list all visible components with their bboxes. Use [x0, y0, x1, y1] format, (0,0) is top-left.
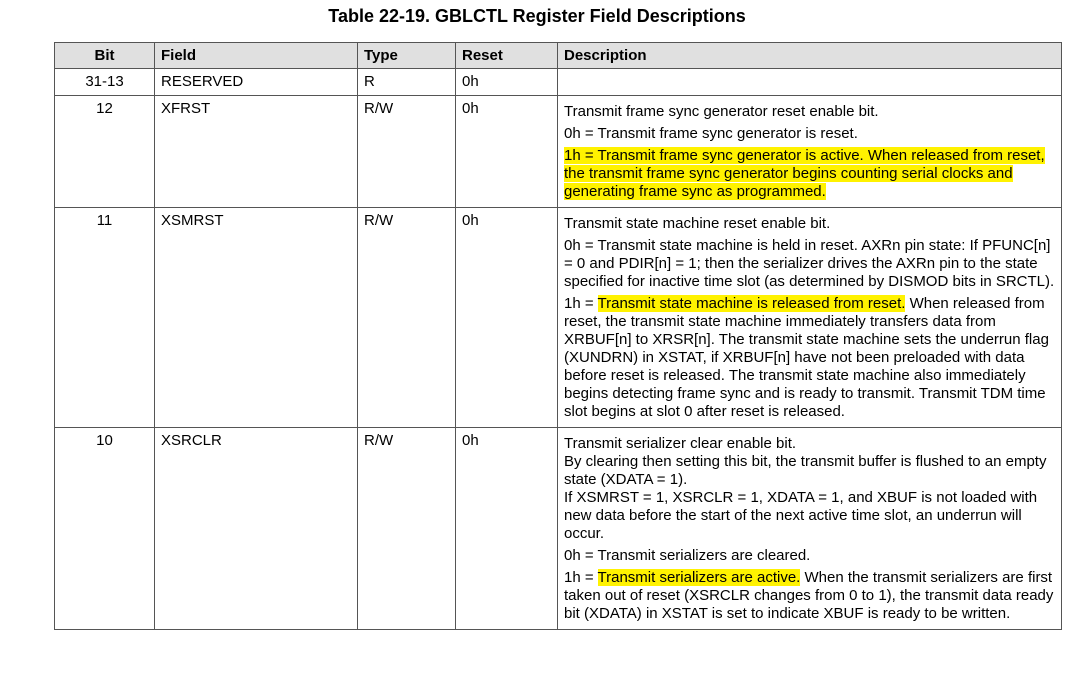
- description-paragraph: 0h = Transmit frame sync generator is re…: [564, 125, 1055, 143]
- description-cell: Transmit serializer clear enable bit. By …: [557, 427, 1062, 630]
- field-cell: RESERVED: [154, 68, 358, 96]
- highlighted-text: 1h = Transmit frame sync generator is ac…: [564, 147, 1045, 200]
- description-line: 0h = Transmit serializers are cleared.: [564, 547, 1055, 565]
- description-cell: Transmit state machine reset enable bit.…: [557, 207, 1062, 428]
- table-row: 11 XSMRST R/W 0h Transmit state machine rese…: [54, 207, 1062, 428]
- description-paragraph: 1h = Transmit serializers are active. Wh…: [564, 569, 1055, 623]
- highlighted-text: Transmit state machine is released from …: [597, 295, 906, 312]
- description-line: Transmit serializer clear enable bit.: [564, 435, 1055, 453]
- header-cell: Reset: [455, 42, 558, 69]
- text-segment: If XSMRST = 1, XSRCLR = 1, XDATA = 1, an…: [564, 489, 1038, 542]
- text-segment: Transmit serializer clear enable bit.: [564, 435, 797, 452]
- text-segment: When released from reset, the transmit s…: [564, 295, 1049, 420]
- header-cell: Field: [154, 42, 358, 69]
- description-paragraph: 0h = Transmit state machine is held in r…: [564, 237, 1055, 291]
- type-cell: R: [357, 68, 456, 96]
- description-paragraph: 1h = Transmit state machine is released …: [564, 295, 1055, 421]
- text-segment: 1h =: [564, 569, 598, 586]
- reset-cell: 0h: [455, 427, 558, 630]
- description-line: 0h = Transmit frame sync generator is re…: [564, 125, 1055, 143]
- description-line: 1h = Transmit serializers are active. Wh…: [564, 569, 1055, 623]
- type-cell: R/W: [357, 427, 456, 630]
- text-segment: By clearing then setting this bit, the t…: [564, 453, 1047, 488]
- register-table: Bit Field Type Reset Description 31-13 RESERV…: [54, 42, 1062, 630]
- description-paragraph: 0h = Transmit serializers are cleared.: [564, 547, 1055, 565]
- description-paragraph: 1h = Transmit frame sync generator is ac…: [564, 147, 1055, 201]
- description-paragraph: Transmit frame sync generator reset enab…: [564, 103, 1055, 121]
- description-line: 1h = Transmit state machine is released …: [564, 295, 1055, 421]
- text-segment: 0h = Transmit serializers are cleared.: [564, 547, 811, 564]
- field-cell: XFRST: [154, 95, 358, 208]
- description-paragraph: Transmit serializer clear enable bit. By …: [564, 435, 1055, 543]
- reset-cell: 0h: [455, 95, 558, 208]
- description-cell: Transmit frame sync generator reset enab…: [557, 95, 1062, 208]
- reset-cell: 0h: [455, 207, 558, 428]
- description-cell: [557, 68, 1062, 96]
- text-segment: Transmit state machine reset enable bit.: [564, 215, 831, 232]
- bit-cell: 11: [54, 207, 155, 428]
- type-cell: R/W: [357, 207, 456, 428]
- description-line: Transmit frame sync generator reset enab…: [564, 103, 1055, 121]
- table-body: 31-13 RESERVED R 0h 12 XFRST R/W 0h Transmit fra…: [54, 68, 1062, 630]
- field-cell: XSRCLR: [154, 427, 358, 630]
- header-cell: Bit: [54, 42, 155, 69]
- description-line: If XSMRST = 1, XSRCLR = 1, XDATA = 1, an…: [564, 489, 1055, 543]
- table-row: 31-13 RESERVED R 0h: [54, 68, 1062, 96]
- description-line: Transmit state machine reset enable bit.: [564, 215, 1055, 233]
- bit-cell: 10: [54, 427, 155, 630]
- header-row: Bit Field Type Reset Description: [54, 42, 1062, 69]
- type-cell: R/W: [357, 95, 456, 208]
- field-cell: XSMRST: [154, 207, 358, 428]
- text-segment: 0h = Transmit state machine is held in r…: [564, 237, 1055, 290]
- header-cell: Description: [557, 42, 1062, 69]
- text-segment: 1h =: [564, 295, 598, 312]
- text-segment: Transmit frame sync generator reset enab…: [564, 103, 879, 120]
- description-line: By clearing then setting this bit, the t…: [564, 453, 1055, 489]
- highlighted-text: Transmit serializers are active.: [597, 569, 801, 586]
- description-line: 1h = Transmit frame sync generator is ac…: [564, 147, 1055, 201]
- description-paragraph: Transmit state machine reset enable bit.: [564, 215, 1055, 233]
- reset-cell: 0h: [455, 68, 558, 96]
- table-title: Table 22-19. GBLCTL Register Field Descr…: [328, 6, 746, 26]
- description-line: 0h = Transmit state machine is held in r…: [564, 237, 1055, 291]
- header-cell: Type: [357, 42, 456, 69]
- table-row: 12 XFRST R/W 0h Transmit frame sync generato…: [54, 95, 1062, 208]
- bit-cell: 12: [54, 95, 155, 208]
- text-segment: When the transmit serializers are first …: [564, 569, 1054, 622]
- bit-cell: 31-13: [54, 68, 155, 96]
- text-segment: 0h = Transmit frame sync generator is re…: [564, 125, 858, 142]
- table-row: 10 XSRCLR R/W 0h Transmit serializer clear e…: [54, 427, 1062, 630]
